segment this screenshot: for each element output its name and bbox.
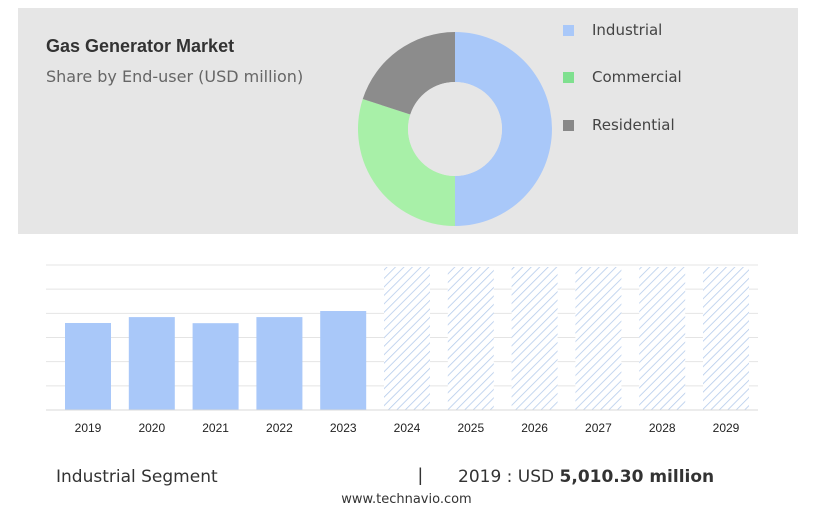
forecast-bar-2028 xyxy=(639,267,686,410)
legend-swatch-industrial xyxy=(563,24,574,36)
bar-2019 xyxy=(65,322,111,410)
donut-hole xyxy=(408,82,502,176)
donut-slice-residential xyxy=(362,32,455,115)
legend-label-commercial: Commercial xyxy=(592,68,682,86)
x-tick-label-2029: 2029 xyxy=(713,421,740,435)
x-tick-label-2028: 2028 xyxy=(649,421,676,435)
bar-2022 xyxy=(256,317,303,410)
donut-slice-commercial xyxy=(358,99,455,226)
footer-separator: | xyxy=(418,465,423,485)
legend-swatch-residential xyxy=(563,119,574,131)
x-tick-label-2025: 2025 xyxy=(457,421,484,435)
x-tick-label-2026: 2026 xyxy=(521,421,548,435)
forecast-bar-2026 xyxy=(511,267,558,410)
footer-value-amount: 5,010.30 million xyxy=(559,467,715,487)
chart-subtitle: Share by End-user (USD million) xyxy=(46,67,304,86)
forecast-bar-2024 xyxy=(384,267,430,410)
footer-year-label: 2019 : USD xyxy=(458,467,555,487)
legend-item-industrial: Industrial xyxy=(563,21,662,39)
forecast-bar-2027 xyxy=(575,267,622,410)
legend-swatch-commercial xyxy=(563,71,574,83)
legend-item-commercial: Commercial xyxy=(563,68,682,86)
x-tick-label-2024: 2024 xyxy=(394,421,421,435)
forecast-bar-2025 xyxy=(447,267,494,410)
legend-label-industrial: Industrial xyxy=(592,21,663,39)
x-tick-label-2022: 2022 xyxy=(266,421,293,435)
bar-2020 xyxy=(128,317,175,410)
x-tick-label-2027: 2027 xyxy=(585,421,612,435)
source-link[interactable]: www.technavio.com xyxy=(341,492,472,507)
x-tick-label-2023: 2023 xyxy=(330,421,357,435)
donut-chart xyxy=(358,32,552,226)
bar-2023 xyxy=(320,311,367,410)
x-tick-label-2020: 2020 xyxy=(138,421,165,435)
chart-title: Gas Generator Market xyxy=(46,36,235,56)
donut-slice-industrial xyxy=(455,32,552,226)
footer-segment-label: Industrial Segment xyxy=(56,467,218,487)
forecast-bar-2029 xyxy=(703,267,749,410)
footer-value: 2019 : USD 5,010.30 million xyxy=(458,467,714,487)
bar-chart: 2019 2020 2021 2022 2023 2024 2025 2026 2027 2028… xyxy=(46,264,758,435)
bar-2021 xyxy=(192,323,239,410)
legend-item-residential: Residential xyxy=(563,116,675,134)
legend-label-residential: Residential xyxy=(592,116,675,134)
x-tick-label-2019: 2019 xyxy=(75,421,102,435)
x-tick-label-2021: 2021 xyxy=(202,421,229,435)
